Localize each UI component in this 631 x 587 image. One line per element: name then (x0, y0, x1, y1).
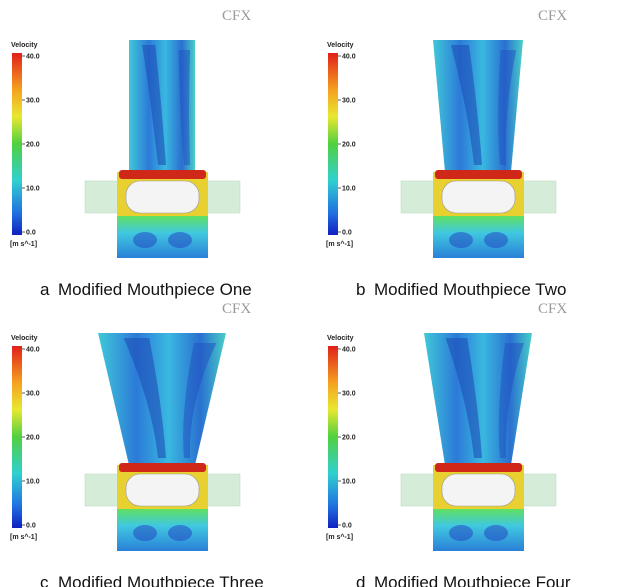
vortex (133, 232, 157, 248)
legend-tick-label: 10.0 (26, 479, 40, 486)
caption: Modified Mouthpiece Four (374, 573, 571, 587)
colorbar (328, 346, 338, 528)
watermark: CFX (538, 301, 567, 317)
heater (435, 170, 522, 179)
lower-chamber (433, 216, 524, 258)
vortex (484, 525, 508, 541)
legend-title: Velocity (327, 335, 354, 342)
heater (119, 170, 206, 179)
legend-tick-label: 20.0 (26, 435, 40, 442)
legend-title: Velocity (11, 42, 38, 49)
legend-unit: [m s^-1] (326, 240, 353, 248)
vortex (133, 525, 157, 541)
figure: CFXVelocity40.030.020.010.00.0[m s^-1]aM… (0, 0, 631, 587)
lower-chamber (117, 509, 208, 551)
caption: Modified Mouthpiece Three (58, 573, 264, 587)
legend-tick-label: 40.0 (26, 54, 40, 61)
vortex (168, 232, 192, 248)
cartridge (126, 474, 199, 506)
legend-tick-label: 30.0 (26, 391, 40, 398)
legend-title: Velocity (11, 335, 38, 342)
colorbar (328, 53, 338, 235)
legend-tick-label: 0.0 (26, 230, 36, 237)
lower-chamber (117, 216, 208, 258)
legend-tick-label: 40.0 (342, 347, 356, 354)
watermark: CFX (222, 301, 251, 317)
heater (435, 463, 522, 472)
legend-unit: [m s^-1] (326, 533, 353, 541)
legend-tick-label: 40.0 (342, 54, 356, 61)
vortex (484, 232, 508, 248)
legend-tick-label: 0.0 (342, 230, 352, 237)
colorbar (12, 53, 22, 235)
legend-tick-label: 30.0 (26, 98, 40, 105)
lower-chamber (433, 509, 524, 551)
watermark: CFX (222, 8, 251, 24)
legend-tick-label: 20.0 (26, 142, 40, 149)
cartridge (442, 181, 515, 213)
vortex (168, 525, 192, 541)
legend-tick-label: 0.0 (342, 523, 352, 530)
legend-tick-label: 10.0 (342, 186, 356, 193)
legend-title: Velocity (327, 42, 354, 49)
vortex (449, 525, 473, 541)
legend-tick-label: 0.0 (26, 523, 36, 530)
caption-label: b (356, 280, 365, 299)
legend-unit: [m s^-1] (10, 240, 37, 248)
caption-label: d (356, 573, 365, 587)
caption-label: a (40, 280, 50, 299)
heater (119, 463, 206, 472)
vortex (449, 232, 473, 248)
legend-tick-label: 20.0 (342, 142, 356, 149)
cartridge (442, 474, 515, 506)
legend-tick-label: 20.0 (342, 435, 356, 442)
legend-tick-label: 10.0 (26, 186, 40, 193)
cartridge (126, 181, 199, 213)
legend-tick-label: 30.0 (342, 98, 356, 105)
watermark: CFX (538, 8, 567, 24)
legend-tick-label: 10.0 (342, 479, 356, 486)
colorbar (12, 346, 22, 528)
caption: Modified Mouthpiece One (58, 280, 252, 299)
legend-tick-label: 30.0 (342, 391, 356, 398)
caption-label: c (40, 573, 49, 587)
legend-tick-label: 40.0 (26, 347, 40, 354)
caption: Modified Mouthpiece Two (374, 280, 566, 299)
legend-unit: [m s^-1] (10, 533, 37, 541)
